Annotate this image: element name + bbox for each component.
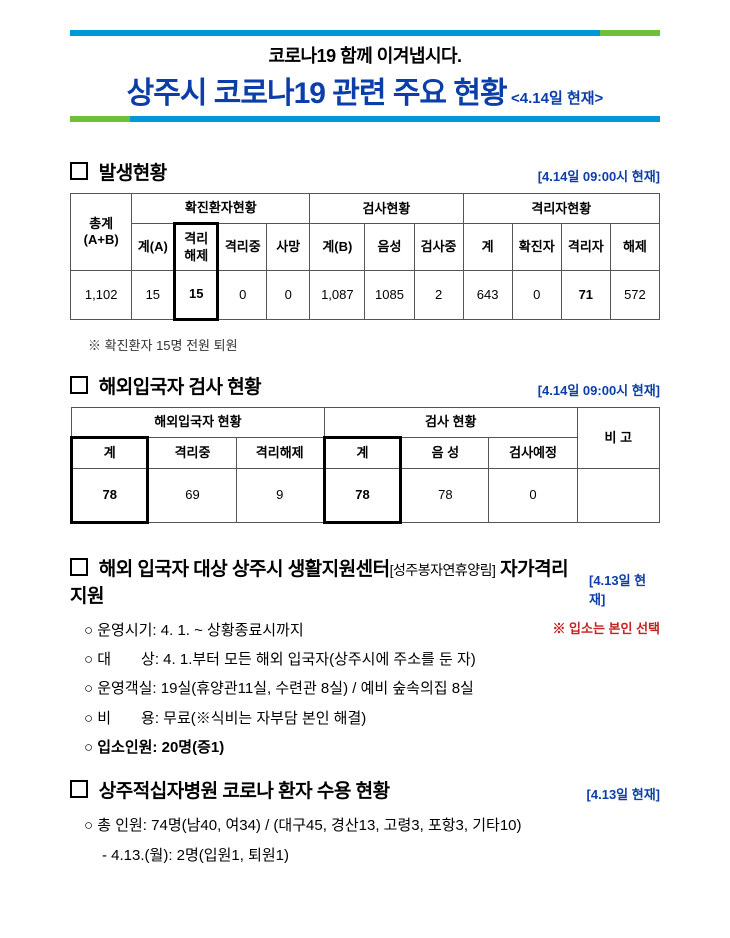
sec2-val-remark <box>577 468 659 522</box>
sec1-note: ※ 확진환자 15명 전원 퇴원 <box>88 335 660 354</box>
sec4-title: 상주적십자병원 코로나 환자 수용 현황 <box>70 776 390 803</box>
b2-val: 4. 1.부터 모든 해외 입국자(상주시에 주소를 둔 자) <box>159 651 476 668</box>
sec3-title-pre: 해외 입국자 대상 상주시 생활지원센터 <box>99 559 390 580</box>
sec2-table: 해외입국자 현황 검사 현황 비 고 계 격리중 격리해제 계 음 성 검사예정… <box>70 407 660 524</box>
sec2-val-tot1: 78 <box>72 468 148 522</box>
sec2-val-rel: 9 <box>236 468 324 522</box>
col-death: 사망 <box>267 224 310 271</box>
val-neg: 1085 <box>365 270 414 319</box>
sec2-val-iso: 69 <box>148 468 236 522</box>
b3-label: 운영객실: <box>97 680 156 697</box>
col-qrel: 해제 <box>610 224 659 271</box>
title-block: 코로나19 함께 이겨냅시다. 상주시 코로나19 관련 주요 현황 <4.14… <box>70 30 660 122</box>
sec2-col-iso: 격리중 <box>148 438 236 468</box>
sec3-title: 해외 입국자 대상 상주시 생활지원센터[성주봉자연휴양림] 자가격리 지원 <box>70 554 589 608</box>
sec2-head: 해외입국자 검사 현황 [4.14일 09:00시 현재] <box>70 372 660 399</box>
val-isolating: 0 <box>218 270 267 319</box>
b1-label: 운영시기: <box>97 622 156 639</box>
sec2-g2: 검사 현황 <box>324 408 577 438</box>
sec4-l1-label: 총 인원: <box>97 817 147 834</box>
sec1-head: 발생현황 [4.14일 09:00시 현재] <box>70 158 660 185</box>
sec1-stamp: [4.14일 09:00시 현재] <box>538 166 660 185</box>
sec4-l1-val: 74명(남40, 여34) / (대구45, 경산13, 고령3, 포항3, 기… <box>147 817 522 834</box>
sec2-col-rel: 격리해제 <box>236 438 324 468</box>
val-testing: 2 <box>414 270 463 319</box>
maintitle-row: 상주시 코로나19 관련 주요 현황 <4.14일 현재> <box>70 68 660 112</box>
group-test: 검사현황 <box>310 194 463 224</box>
col-qquar: 격리자 <box>561 224 610 271</box>
sec2-col-tot2: 계 <box>324 438 400 468</box>
sec3-stamp: [4.13일 현재] <box>589 570 660 608</box>
sec4-line1: ○ 총 인원: 74명(남40, 여34) / (대구45, 경산13, 고령3… <box>84 811 660 840</box>
sec2-col-neg: 음 성 <box>401 438 489 468</box>
asof: <4.14일 현재> <box>511 90 603 107</box>
b3-val: 19실(휴양관11실, 수련관 8실) / 예비 숲속의집 8실 <box>157 680 474 697</box>
col-qconf: 확진자 <box>512 224 561 271</box>
val-released: 15 <box>175 270 218 319</box>
checkbox-icon <box>70 376 88 394</box>
sec2-stamp: [4.14일 09:00시 현재] <box>538 380 660 399</box>
col-total: 총계 (A+B) <box>71 194 132 271</box>
b2-label: 대 상: <box>97 651 159 668</box>
sec2-title: 해외입국자 검사 현황 <box>70 372 261 399</box>
sec2-g1: 해외입국자 현황 <box>72 408 325 438</box>
sec4-stamp: [4.13일 현재] <box>587 784 660 803</box>
sec4-head: 상주적십자병원 코로나 환자 수용 현황 [4.13일 현재] <box>70 776 660 803</box>
sec1-title: 발생현황 <box>70 158 167 185</box>
val-qrel: 572 <box>610 270 659 319</box>
sec2-col-tot1: 계 <box>72 438 148 468</box>
col-b: 계(B) <box>310 224 365 271</box>
sec2-val-tot2: 78 <box>324 468 400 522</box>
sec3-head: 해외 입국자 대상 상주시 생활지원센터[성주봉자연휴양림] 자가격리 지원 [… <box>70 554 660 608</box>
col-testing: 검사중 <box>414 224 463 271</box>
val-b: 1,087 <box>310 270 365 319</box>
col-released: 격리 해제 <box>175 224 218 271</box>
sec2-col-pending: 검사예정 <box>489 438 577 468</box>
b1-right: ※ 입소는 본인 선택 <box>552 616 660 641</box>
sec3-bullets: ○ 운영시기: 4. 1. ~ 상황종료시까지 ※ 입소는 본인 선택 ○ 대 … <box>84 616 660 762</box>
sec1-table: 총계 (A+B) 확진환자현황 검사현황 격리자현황 계(A) 격리 해제 격리… <box>70 193 660 321</box>
col-isolating: 격리중 <box>218 224 267 271</box>
checkbox-icon <box>70 558 88 576</box>
group-confirmed: 확진환자현황 <box>132 194 310 224</box>
sec3-title-paren: [성주봉자연휴양림] <box>390 562 496 578</box>
val-qconf: 0 <box>512 270 561 319</box>
col-qtot: 계 <box>463 224 512 271</box>
b1-val: 4. 1. ~ 상황종료시까지 <box>157 622 304 639</box>
col-a: 계(A) <box>132 224 175 271</box>
sec1-title-text: 발생현황 <box>99 163 167 184</box>
sec2-val-neg: 78 <box>401 468 489 522</box>
val-qquar: 71 <box>561 270 610 319</box>
sec2-remark-h: 비 고 <box>577 408 659 469</box>
val-death: 0 <box>267 270 310 319</box>
sec4-title-text: 상주적십자병원 코로나 환자 수용 현황 <box>99 781 390 802</box>
b4-val: 무료(※식비는 자부담 본인 해결) <box>159 710 366 727</box>
checkbox-icon <box>70 780 88 798</box>
b5-val: 20명(증1) <box>157 739 224 756</box>
maintitle: 상주시 코로나19 관련 주요 현황 <box>127 77 507 110</box>
checkbox-icon <box>70 162 88 180</box>
sec4-line2: - 4.13.(월): 2명(입원1, 퇴원1) <box>102 842 660 871</box>
sec2-title-text: 해외입국자 검사 현황 <box>99 377 261 398</box>
col-neg: 음성 <box>365 224 414 271</box>
subtitle: 코로나19 함께 이겨냅시다. <box>70 42 660 68</box>
val-qtot: 643 <box>463 270 512 319</box>
val-a: 15 <box>132 270 175 319</box>
b5-label: 입소인원: <box>97 739 157 756</box>
b4-label: 비 용: <box>97 710 159 727</box>
sec2-val-pending: 0 <box>489 468 577 522</box>
group-quarantine: 격리자현황 <box>463 194 659 224</box>
val-total: 1,102 <box>71 270 132 319</box>
